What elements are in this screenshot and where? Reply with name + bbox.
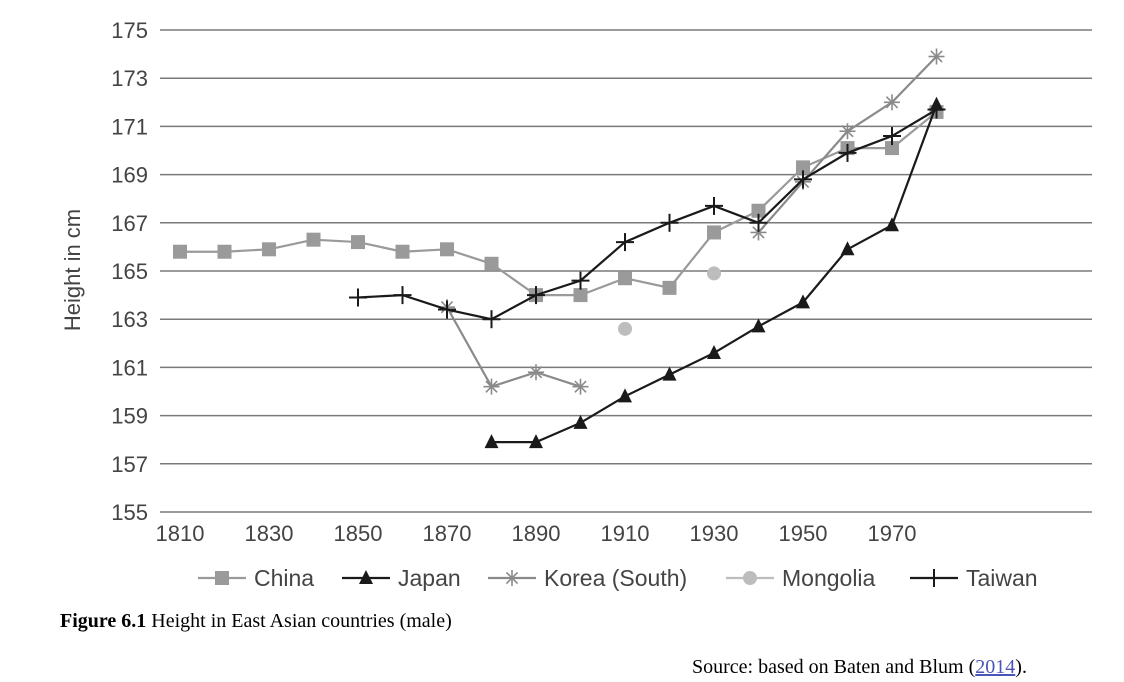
data-point <box>262 242 276 257</box>
data-point <box>660 213 679 232</box>
data-point <box>616 233 634 252</box>
data-point <box>618 321 632 336</box>
data-point <box>395 244 410 259</box>
x-tick-label: 1910 <box>601 521 650 546</box>
data-point <box>527 286 545 305</box>
data-point <box>743 571 757 585</box>
source-note: Source: based on Baten and Blum (2014). <box>692 656 1027 679</box>
data-point <box>618 271 632 286</box>
data-point <box>306 232 321 247</box>
y-tick-label: 173 <box>111 66 148 91</box>
data-point <box>751 318 766 333</box>
data-point <box>883 127 901 146</box>
data-point <box>928 48 945 65</box>
y-tick-label: 171 <box>111 114 148 139</box>
y-tick-label: 157 <box>111 452 148 477</box>
data-point <box>707 266 721 281</box>
data-point <box>484 256 499 271</box>
data-point <box>393 286 412 305</box>
data-point <box>796 160 810 175</box>
data-point <box>707 344 721 359</box>
figure-caption-text: Height in East Asian countries (male) <box>151 610 452 632</box>
legend-label: China <box>254 565 314 591</box>
series-line <box>180 111 938 297</box>
data-point <box>215 571 229 585</box>
legend-item: Korea (South) <box>488 565 687 591</box>
data-point <box>504 570 520 586</box>
data-point <box>349 288 367 307</box>
series-japan <box>484 96 944 449</box>
legend-label: Taiwan <box>966 565 1038 591</box>
y-tick-label: 169 <box>111 163 148 188</box>
legend-item: Mongolia <box>726 565 876 591</box>
x-tick-label: 1970 <box>868 521 917 546</box>
data-point <box>571 271 590 290</box>
data-point <box>482 310 501 329</box>
y-tick-label: 159 <box>111 404 148 429</box>
legend-item: China <box>198 565 314 591</box>
x-tick-label: 1810 <box>156 521 205 546</box>
data-point <box>927 100 946 119</box>
data-point <box>573 288 588 303</box>
data-point <box>662 366 677 381</box>
series-taiwan <box>349 100 946 329</box>
legend-item: Taiwan <box>910 565 1038 591</box>
data-point <box>839 123 856 140</box>
data-point <box>572 378 589 395</box>
data-point <box>573 414 588 429</box>
data-point <box>351 235 365 250</box>
data-point <box>438 300 456 319</box>
x-tick-label: 1930 <box>690 521 739 546</box>
series-line <box>357 108 938 321</box>
data-point <box>885 141 899 156</box>
data-point <box>796 294 810 309</box>
figure-caption-label: Figure 6.1 <box>60 610 147 632</box>
data-point <box>359 570 373 584</box>
y-tick-label: 163 <box>111 307 148 332</box>
figure-caption: Figure 6.1 Height in East Asian countrie… <box>60 610 452 633</box>
data-point <box>483 378 500 395</box>
series-china <box>173 104 944 303</box>
data-point <box>618 388 632 403</box>
data-point <box>529 434 543 449</box>
data-point <box>751 203 766 218</box>
legend-label: Mongolia <box>782 565 876 591</box>
data-point <box>705 196 723 215</box>
y-tick-label: 155 <box>111 500 148 525</box>
data-point <box>840 241 855 256</box>
y-tick-label: 175 <box>111 18 148 43</box>
chart: 155 157 159 161 163 165 167 169 171 173 175 1810 18… <box>60 18 1092 591</box>
data-point <box>925 569 943 587</box>
data-point <box>885 217 899 232</box>
legend-label: Japan <box>398 565 461 591</box>
data-point <box>173 244 187 259</box>
legend-label: Korea (South) <box>544 565 687 591</box>
data-point <box>749 213 768 232</box>
data-point <box>528 364 544 381</box>
data-point <box>662 280 677 295</box>
data-point <box>794 170 812 189</box>
x-tick-label: 1950 <box>779 521 828 546</box>
data-point <box>707 225 721 240</box>
series-korea-south <box>439 48 945 395</box>
series-line <box>446 306 581 389</box>
x-tick-label: 1890 <box>512 521 561 546</box>
y-tick-label: 165 <box>111 259 148 284</box>
y-tick-label: 167 <box>111 211 148 236</box>
series-mongolia <box>618 266 721 336</box>
source-prefix: Source: based on Baten and Blum ( <box>692 656 976 678</box>
source-suffix: ). <box>1015 656 1027 678</box>
data-point <box>884 94 900 111</box>
x-tick-label: 1870 <box>423 521 472 546</box>
source-citation-link[interactable]: 2014 <box>975 656 1016 678</box>
x-tick-label: 1830 <box>245 521 294 546</box>
data-point <box>838 143 857 162</box>
y-axis-label: Height in cm <box>60 209 85 331</box>
x-tick-label: 1850 <box>334 521 383 546</box>
legend-item: Japan <box>342 565 461 591</box>
data-point <box>440 242 454 257</box>
data-point <box>217 244 232 259</box>
y-tick-label: 161 <box>111 355 148 380</box>
data-point <box>484 434 499 449</box>
